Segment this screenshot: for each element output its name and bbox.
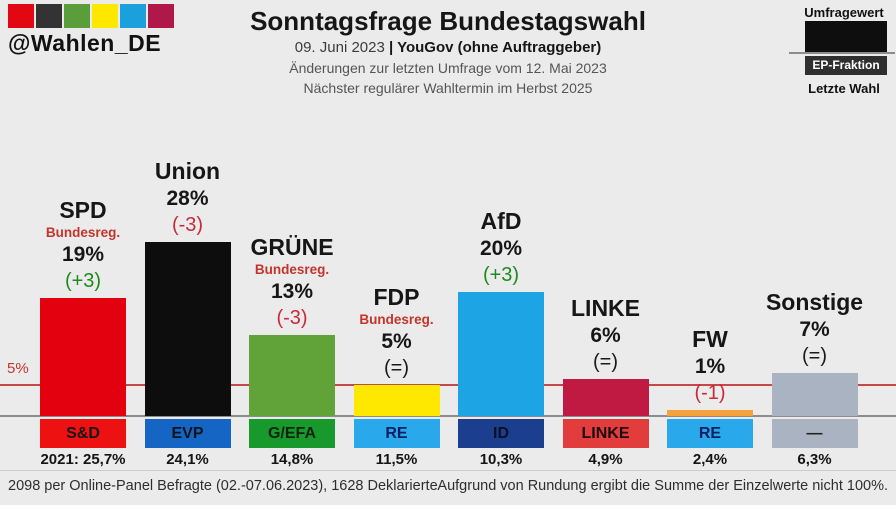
legend-axis-line (789, 52, 895, 54)
zero-axis-line (0, 415, 896, 417)
wahlen-de-logo (8, 4, 174, 28)
change-label: (=) (802, 344, 827, 367)
change-note: Änderungen zur letzten Umfrage vom 12. M… (289, 60, 607, 76)
poll-value-label: 28% (166, 187, 209, 211)
party-name-label: GRÜNE (250, 234, 334, 261)
government-tag: Bundesreg. (359, 312, 434, 327)
poll-value-label: 1% (694, 354, 726, 378)
poll-value-label: 20% (479, 237, 523, 260)
change-label: (-1) (694, 381, 726, 404)
last-election-result: 11,5% (375, 451, 418, 468)
poll-value-label: 19% (61, 243, 105, 267)
party-name-label: FDP (373, 284, 420, 310)
logo-color-square (36, 4, 62, 28)
legend-bar-swatch (805, 21, 887, 52)
last-election-result: 10,3% (479, 451, 523, 468)
change-label: (=) (593, 350, 618, 373)
last-election-result: 6,3% (797, 451, 832, 468)
ep-faction-band: — (771, 419, 858, 448)
twitter-handle: @Wahlen_DE (8, 30, 162, 56)
party-label-block: SPD Bundesreg. 19% (+3) (17, 196, 149, 294)
party-column-Sonstige: Sonstige 7% (=) — 6,3% (763, 0, 867, 505)
logo-color-square (8, 4, 34, 28)
party-column-FW: FW 1% (-1) RE 2,4% (658, 0, 762, 505)
party-name-label: FW (692, 325, 728, 352)
party-column-GRÜNE: GRÜNE Bundesreg. 13% (-3) G/EFA 14,8% (240, 0, 344, 505)
footer-divider (0, 470, 896, 471)
party-label-block: LINKE 6% (=) (540, 294, 672, 375)
rounding-note: Aufgrund von Rundung ergibt die Summe de… (437, 478, 888, 494)
ep-faction-band: ID (458, 419, 544, 448)
party-name-label: AfD (480, 208, 522, 234)
poll-value-label: 13% (270, 280, 314, 304)
change-label: (-3) (171, 214, 204, 237)
legend-umfragewert-label: Umfragewert (804, 5, 884, 20)
party-column-LINKE: LINKE 6% (=) LINKE 4,9% (554, 0, 658, 505)
party-name-label: Sonstige (765, 288, 864, 315)
last-election-result: 2021: 25,7% (40, 451, 126, 468)
poll-bar-FW (667, 409, 753, 416)
ep-faction-band: S&D (40, 419, 126, 448)
change-label: (=) (384, 357, 409, 379)
last-election-result: 4,9% (588, 451, 623, 468)
logo-color-square (148, 4, 174, 28)
poll-bar-Union (144, 242, 231, 416)
poll-bar-LINKE (562, 378, 649, 416)
last-election-result: 2,4% (692, 451, 728, 468)
poll-bar-GRÜNE (249, 335, 335, 416)
party-column-FDP: FDP Bundesreg. 5% (=) RE 11,5% (345, 0, 449, 505)
poll-bar-Sonstige (771, 372, 858, 416)
party-label-block: Union 28% (-3) (122, 157, 254, 238)
sample-note: 2098 per Online-Panel Befragte (02.-07.0… (8, 478, 438, 494)
poll-date: 09. Juni 2023 (294, 39, 385, 56)
party-label-block: FW 1% (-1) (644, 325, 776, 406)
last-election-result: 24,1% (166, 451, 209, 468)
poll-bar-FDP (353, 385, 440, 416)
party-name-label: SPD (59, 197, 107, 224)
ep-faction-band: RE (667, 419, 753, 448)
party-label-block: GRÜNE Bundesreg. 13% (-3) (226, 233, 358, 331)
party-name-label: Union (154, 158, 221, 185)
poll-bar-AfD (458, 292, 544, 416)
party-label-block: Sonstige 7% (=) (749, 288, 881, 369)
threshold-label: 5% (7, 360, 29, 377)
ep-faction-band: EVP (144, 419, 231, 448)
poll-value-label: 5% (381, 330, 412, 353)
party-column-AfD: AfD 20% (+3) ID 10,3% (449, 0, 553, 505)
party-label-block: FDP Bundesreg. 5% (=) (331, 283, 463, 381)
party-label-block: AfD 20% (+3) (435, 207, 567, 288)
legend-letzte-wahl-label: Letzte Wahl (808, 81, 880, 96)
legend-ep-fraktion-label: EP-Fraktion (805, 56, 887, 75)
poll-value-label: 7% (799, 317, 830, 341)
logo-color-square (92, 4, 118, 28)
government-tag: Bundesreg. (254, 262, 330, 278)
ep-faction-band: LINKE (562, 419, 649, 448)
change-label: (+3) (482, 264, 520, 286)
subtitle-date-source: 09. Juni 2023 | YouGov (ohne Auftraggebe… (0, 39, 896, 56)
last-election-result: 14,8% (270, 451, 314, 468)
next-election-note: Nächster regulärer Wahltermin im Herbst … (303, 80, 593, 96)
ep-faction-band: RE (353, 419, 440, 448)
separator: | (384, 39, 398, 56)
logo-color-square (64, 4, 90, 28)
poll-value-label: 6% (590, 323, 621, 347)
party-name-label: LINKE (571, 294, 640, 321)
poll-source: YouGov (ohne Auftraggeber) (397, 39, 602, 56)
change-label: (-3) (276, 307, 308, 330)
five-percent-threshold-line (0, 384, 896, 386)
ep-faction-band: G/EFA (249, 419, 335, 448)
poll-bar-SPD (40, 298, 126, 416)
logo-color-square (120, 4, 146, 28)
party-column-Union: Union 28% (-3) EVP 24,1% (136, 0, 240, 505)
party-column-SPD: SPD Bundesreg. 19% (+3) S&D 2021: 25,7% (31, 0, 135, 505)
government-tag: Bundesreg. (45, 225, 121, 241)
page-title: Sonntagsfrage Bundestagswahl (250, 6, 646, 36)
change-label: (+3) (64, 270, 102, 293)
